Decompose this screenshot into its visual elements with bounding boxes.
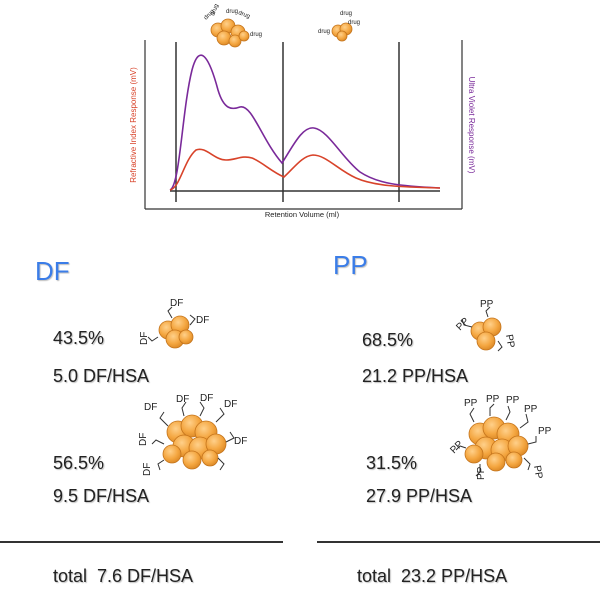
drug-label: drug xyxy=(226,9,238,15)
pp-divider xyxy=(317,541,600,543)
pp-tag: PP xyxy=(454,316,471,333)
sec-chart: Retention Volume (ml) Refractive Index R… xyxy=(129,3,476,219)
ri-trace xyxy=(169,148,441,191)
drug-label: drug xyxy=(340,11,352,17)
pp-tag: PP xyxy=(538,426,552,437)
df-total: total 7.6 DF/HSA xyxy=(53,566,194,586)
pp-tag: PP xyxy=(486,394,500,405)
pp-tag: PP xyxy=(480,299,494,310)
df-tag: DF xyxy=(196,315,209,326)
uv-trace xyxy=(169,54,441,191)
df-divider xyxy=(0,541,283,543)
x-axis-label: Retention Volume (ml) xyxy=(265,210,340,219)
drug-label: drug xyxy=(237,10,250,20)
protein-aggregate-icon xyxy=(210,18,250,48)
pp-tag: PP xyxy=(531,465,544,480)
drug-label: drug xyxy=(250,32,262,38)
pp-tag: PP xyxy=(524,404,538,415)
df-tag: DF xyxy=(176,394,189,405)
pp-tag: PP xyxy=(448,439,465,456)
df-tag: DF xyxy=(200,393,213,404)
pp-fraction2-percent: 31.5% xyxy=(366,453,418,473)
df-large-conjugate-icon: DF DF DF DF DF DF DF xyxy=(138,393,247,476)
df-fraction2-percent: 56.5% xyxy=(53,453,105,473)
pp-small-conjugate-icon: PP PP PP xyxy=(454,299,516,352)
pp-tag: PP xyxy=(503,334,516,349)
df-tag: DF xyxy=(140,332,150,345)
y-axis-label-right: Ultra Violet Response (mV) xyxy=(467,77,476,174)
df-fraction2-ratio: 9.5 DF/HSA xyxy=(53,486,150,506)
pp-tag: PP xyxy=(464,398,478,409)
pp-tag: PP xyxy=(506,395,520,406)
df-tag: DF xyxy=(138,433,149,446)
pp-fraction1-ratio: 21.2 PP/HSA xyxy=(362,366,469,386)
y-axis-label-left: Refractive Index Response (mV) xyxy=(129,67,138,183)
drug-label: drug xyxy=(210,3,220,16)
pp-section-title: PP xyxy=(333,250,368,280)
drug-label: drug xyxy=(348,20,360,26)
df-fraction1-percent: 43.5% xyxy=(53,328,105,348)
df-fraction1-ratio: 5.0 DF/HSA xyxy=(53,366,150,386)
pp-fraction1-percent: 68.5% xyxy=(362,330,414,350)
pp-large-conjugate-icon: PP PP PP PP PP PP PP PP xyxy=(448,394,552,480)
protein-monomer-icon xyxy=(331,22,353,42)
df-section-title: DF xyxy=(35,256,70,286)
df-tag: DF xyxy=(234,436,247,447)
df-tag: DF xyxy=(144,402,157,413)
df-tag: DF xyxy=(170,298,183,309)
drug-label: drug xyxy=(318,29,330,35)
pp-tag: PP xyxy=(476,466,487,480)
pp-total: total 23.2 PP/HSA xyxy=(357,566,508,586)
pp-fraction2-ratio: 27.9 PP/HSA xyxy=(366,486,473,506)
df-tag: DF xyxy=(142,463,153,476)
df-tag: DF xyxy=(224,399,237,410)
df-small-conjugate-icon: DF DF DF xyxy=(140,298,209,349)
